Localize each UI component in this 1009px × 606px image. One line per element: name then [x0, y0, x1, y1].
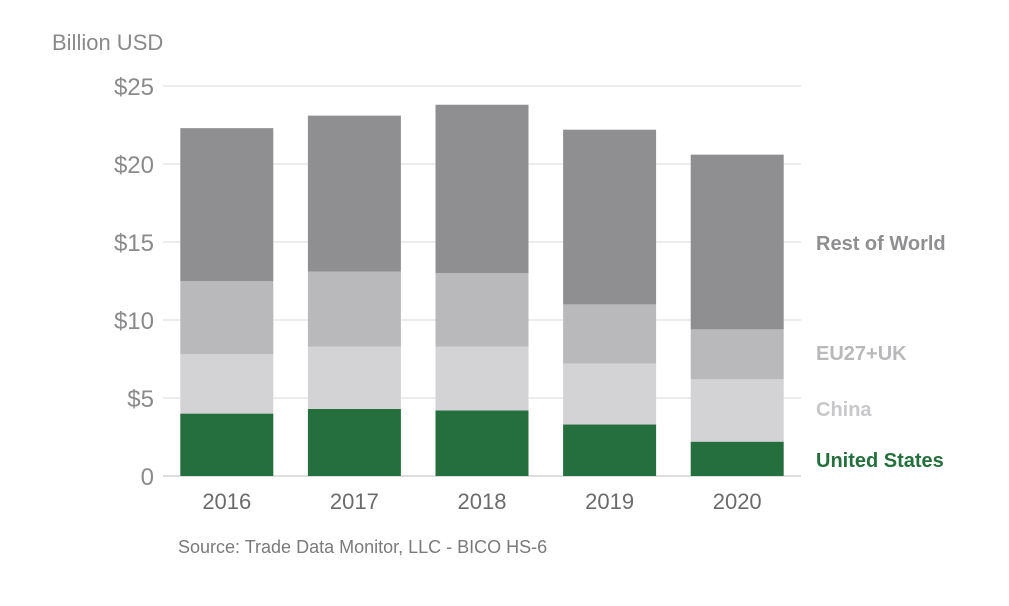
y-tick-label: $10 [114, 308, 154, 335]
x-tick-labels: 2016 2017 2018 2019 2020 [202, 489, 761, 514]
legend-china: China [816, 399, 872, 421]
bar-united-states-2019 [563, 424, 657, 476]
bar-eu27-uk-2016 [180, 281, 274, 355]
bar-china-2019 [563, 363, 657, 425]
bar-eu27-uk-2018 [435, 273, 529, 347]
legend: United States China EU27+UK Rest of World [816, 233, 946, 472]
bar-rest-of-world-2019 [563, 129, 657, 305]
bar-united-states-2020 [690, 441, 784, 476]
bar-united-states-2017 [307, 408, 401, 476]
y-tick-label: $15 [114, 230, 154, 257]
x-tick-label: 2016 [202, 489, 251, 514]
x-tick-label: 2019 [585, 489, 634, 514]
bar-china-2016 [180, 354, 274, 414]
bar-china-2020 [690, 379, 784, 442]
bar-united-states-2016 [180, 413, 274, 476]
bar-rest-of-world-2018 [435, 104, 529, 274]
bar-eu27-uk-2019 [563, 304, 657, 364]
y-tick-label: $20 [114, 152, 154, 179]
legend-rest-of-world: Rest of World [816, 233, 946, 255]
y-tick-label: $25 [114, 74, 154, 101]
bar-rest-of-world-2020 [690, 154, 784, 330]
bar-china-2018 [435, 346, 529, 411]
bar-eu27-uk-2017 [307, 271, 401, 347]
legend-united-states: United States [816, 450, 944, 472]
bar-rest-of-world-2017 [307, 115, 401, 272]
bar-rest-of-world-2016 [180, 128, 274, 281]
y-tick-label: $5 [127, 386, 154, 413]
y-tick-labels: 0 $5 $10 $15 $20 $25 [114, 74, 154, 491]
y-axis-label: Billion USD [52, 30, 163, 55]
bar-united-states-2018 [435, 410, 529, 476]
x-tick-label: 2018 [458, 489, 507, 514]
bar-eu27-uk-2020 [690, 329, 784, 380]
legend-eu27-uk: EU27+UK [816, 343, 907, 365]
x-tick-label: 2017 [330, 489, 379, 514]
bar-china-2017 [307, 346, 401, 409]
y-tick-label: 0 [141, 464, 154, 491]
x-tick-label: 2020 [713, 489, 762, 514]
bars [180, 104, 784, 476]
source-note: Source: Trade Data Monitor, LLC - BICO H… [178, 537, 547, 557]
